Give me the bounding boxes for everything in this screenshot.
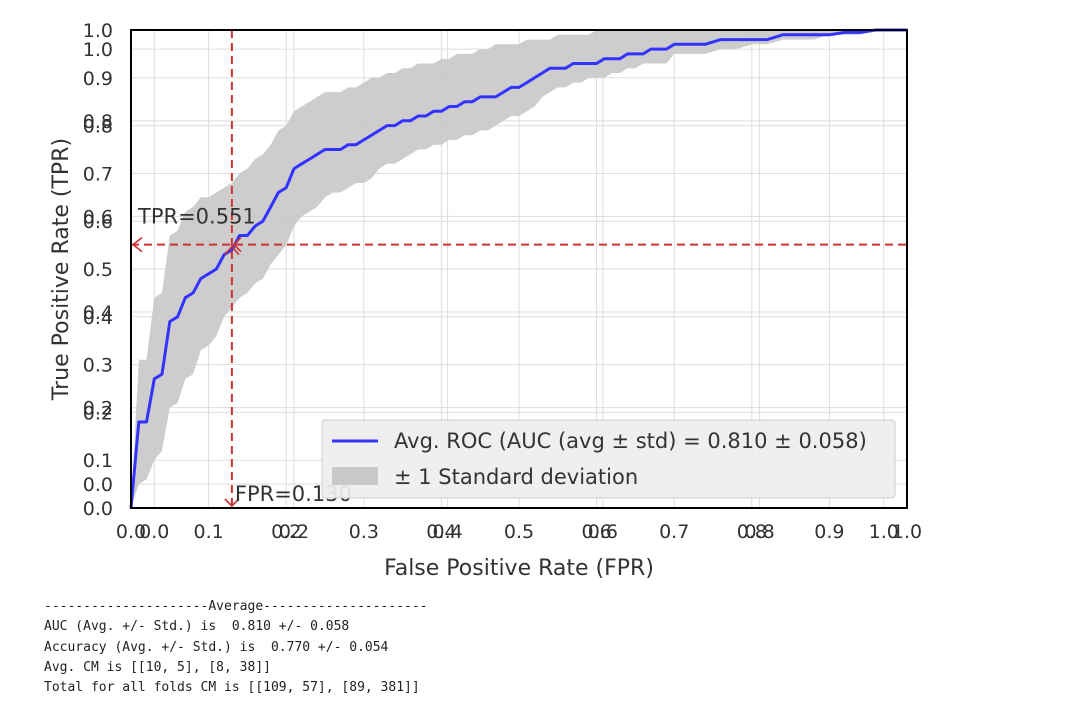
y-tick-label: 0.1 [83,450,113,472]
y-tick-label: 0.7 [83,163,113,185]
output-line: ---------------------Average------------… [44,599,428,614]
tpr-annotation-label: TPR=0.551 [137,205,256,229]
x-tick-label: 0.4 [432,521,462,543]
x-tick-label: 0.8 [744,521,774,543]
x-tick-label: 0.6 [588,521,618,543]
roc-line-layer [129,28,907,509]
y-tick-label: 0.0 [83,498,113,520]
legend-std-label: ± 1 Standard deviation [394,465,638,489]
x-tick-label: 0.0 [116,521,146,543]
x-tick-labels: 0.00.0 0.1 0.20.2 0.3 0.40.4 0.5 0.60.6 0.7 0.80… [116,521,922,543]
roc-curve [129,28,907,509]
tpr-arrow-point [232,237,242,253]
y-tick-label: 0.0 [83,474,113,496]
legend-box [321,419,896,499]
output-line: AUC (Avg. +/- Std.) is 0.810 +/- 0.058 [44,619,350,635]
x-tick-label: 0.2 [279,521,309,543]
y-tick-label: 0.4 [83,302,113,324]
y-tick-label: 1.0 [83,20,113,42]
y-tick-label: 0.2 [83,398,113,420]
y-tick-label: 0.3 [83,355,113,377]
x-tick-label: 0.4 [426,521,456,543]
x-tick-label: 0.6 [581,521,611,543]
x-axis-label: False Positive Rate (FPR) [384,556,654,581]
x-tick-label: 0.2 [271,521,301,543]
legend: Avg. ROC (AUC (avg ± std) = 0.810 ± 0.05… [321,419,896,499]
x-tick-label: 1.0 [869,521,899,543]
plot-frame [130,29,908,509]
legend-std-swatch [332,467,378,485]
y-tick-label: 0.6 [83,211,113,233]
tpr-arrow-left [131,236,143,253]
output-line: Total for all folds CM is [[109, 57], [8… [44,680,420,696]
legend-roc-label: Avg. ROC (AUC (avg ± std) = 0.810 ± 0.05… [394,429,867,453]
y-tick-labels: 0.00.00.10.20.20.30.40.40.50.60.60.70.80… [83,20,113,520]
x-tick-label: 0.5 [504,521,534,543]
fpr-arrow-point [224,245,240,256]
x-tick-label: 1.0 [892,521,922,543]
x-tick-label: 0.8 [737,521,767,543]
x-tick-label: 0.1 [193,521,223,543]
y-tick-label: 1.0 [83,39,113,61]
x-tick-label: 0.3 [349,521,379,543]
x-tick-label: 0.0 [139,521,169,543]
y-tick-label: 0.9 [83,68,113,90]
x-tick-label: 0.9 [814,521,844,543]
fpr-arrow-down [224,498,240,508]
y-tick-label: 0.8 [83,116,113,138]
output-line: Avg. CM is [[10, 5], [8, 38]] [44,659,271,675]
y-tick-label: 0.6 [83,206,113,228]
y-tick-label: 0.4 [83,307,113,329]
output-line: Accuracy (Avg. +/- Std.) is 0.770 +/- 0.… [44,639,389,655]
y-tick-label: 0.5 [83,259,113,281]
x-tick-label: 0.7 [659,521,689,543]
y-tick-label: 0.2 [83,402,113,424]
y-axis-label: True Positive Rate (TPR) [49,138,74,401]
console-output: ---------------------Average------------… [44,597,428,698]
y-tick-label: 0.8 [83,111,113,133]
